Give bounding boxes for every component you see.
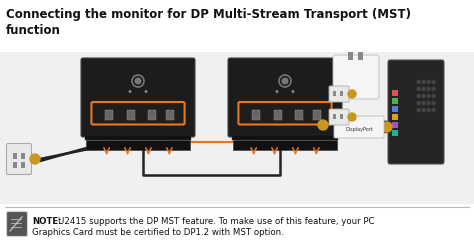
- Bar: [392, 130, 398, 136]
- Circle shape: [422, 109, 425, 112]
- Circle shape: [427, 88, 430, 91]
- FancyBboxPatch shape: [329, 109, 349, 125]
- Bar: [358, 52, 363, 60]
- Bar: [340, 91, 343, 96]
- Text: U2415 supports the DP MST feature. To make use of this feature, your PC: U2415 supports the DP MST feature. To ma…: [58, 217, 374, 226]
- Circle shape: [432, 81, 435, 84]
- Circle shape: [292, 90, 294, 93]
- Bar: [392, 90, 398, 96]
- Bar: [392, 122, 398, 128]
- Circle shape: [422, 101, 425, 104]
- Circle shape: [427, 94, 430, 97]
- FancyBboxPatch shape: [81, 58, 195, 137]
- Circle shape: [432, 101, 435, 104]
- Circle shape: [422, 88, 425, 91]
- Circle shape: [432, 109, 435, 112]
- Circle shape: [427, 81, 430, 84]
- Circle shape: [417, 94, 420, 97]
- FancyBboxPatch shape: [329, 86, 349, 102]
- Circle shape: [417, 109, 420, 112]
- Bar: [105, 110, 113, 120]
- Bar: [21, 153, 25, 159]
- FancyBboxPatch shape: [7, 212, 27, 236]
- Text: NOTE:: NOTE:: [32, 217, 62, 226]
- Bar: [0, 52, 474, 204]
- Bar: [85, 135, 191, 140]
- Bar: [232, 135, 338, 140]
- Bar: [294, 110, 302, 120]
- Bar: [274, 110, 282, 120]
- Circle shape: [348, 113, 356, 121]
- FancyBboxPatch shape: [228, 58, 342, 137]
- Bar: [233, 140, 337, 150]
- FancyBboxPatch shape: [7, 144, 31, 175]
- FancyBboxPatch shape: [388, 60, 444, 164]
- Text: Connecting the monitor for DP Multi-Stream Transport (MST)
function: Connecting the monitor for DP Multi-Stre…: [6, 8, 411, 37]
- Bar: [348, 52, 353, 60]
- Circle shape: [145, 90, 147, 93]
- Circle shape: [432, 88, 435, 91]
- Circle shape: [422, 81, 425, 84]
- Circle shape: [427, 109, 430, 112]
- Circle shape: [275, 90, 279, 93]
- Circle shape: [135, 77, 142, 85]
- Bar: [147, 110, 155, 120]
- Bar: [252, 110, 260, 120]
- Bar: [333, 114, 336, 119]
- Bar: [333, 91, 336, 96]
- FancyBboxPatch shape: [333, 55, 379, 99]
- Bar: [392, 106, 398, 112]
- Circle shape: [417, 81, 420, 84]
- Text: Graphics Card must be certified to DP1.2 with MST option.: Graphics Card must be certified to DP1.2…: [32, 228, 284, 237]
- Circle shape: [427, 101, 430, 104]
- Bar: [13, 153, 17, 159]
- Circle shape: [30, 154, 40, 164]
- Circle shape: [382, 122, 392, 132]
- FancyBboxPatch shape: [334, 116, 384, 138]
- Circle shape: [417, 88, 420, 91]
- Text: DisplayPort: DisplayPort: [345, 126, 373, 131]
- Circle shape: [282, 77, 289, 85]
- Bar: [86, 140, 190, 150]
- Bar: [312, 110, 320, 120]
- Bar: [392, 98, 398, 104]
- Circle shape: [432, 94, 435, 97]
- Circle shape: [318, 120, 328, 130]
- Bar: [21, 162, 25, 168]
- Bar: [392, 114, 398, 120]
- Bar: [340, 114, 343, 119]
- Bar: [127, 110, 135, 120]
- Circle shape: [417, 101, 420, 104]
- Circle shape: [348, 90, 356, 98]
- Circle shape: [128, 90, 131, 93]
- Bar: [165, 110, 173, 120]
- Bar: [13, 162, 17, 168]
- Circle shape: [422, 94, 425, 97]
